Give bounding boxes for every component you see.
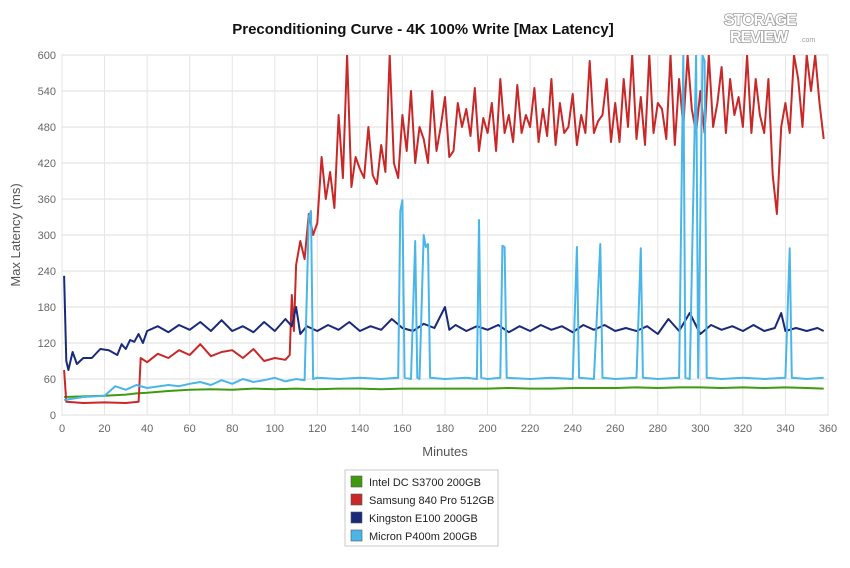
x-tick-label: 120: [308, 423, 326, 435]
y-tick-label: 240: [38, 266, 56, 278]
series-line-samsung-840-pro-512gb: [63, 55, 825, 404]
x-tick-label: 80: [226, 423, 238, 435]
legend-swatch: [350, 475, 363, 488]
y-tick-label: 300: [38, 230, 56, 242]
x-axis-title: Minutes: [422, 444, 468, 459]
x-axis-ticks: 0 20 40 60 80 100 120 140 160 180 200 220 240 260 280 3…: [59, 423, 837, 435]
x-tick-label: 200: [478, 423, 496, 435]
y-axis-title: Max Latency (ms): [8, 183, 23, 286]
x-tick-label: 300: [691, 423, 709, 435]
y-tick-label: 60: [44, 374, 56, 386]
series-line-micron-p400m-200gb: [63, 55, 824, 401]
x-tick-label: 220: [521, 423, 539, 435]
legend-label: Samsung 840 Pro 512GB: [369, 495, 494, 507]
x-tick-label: 160: [393, 423, 411, 435]
x-tick-label: 140: [351, 423, 369, 435]
x-tick-label: 240: [563, 423, 581, 435]
y-tick-label: 600: [38, 50, 56, 62]
y-tick-label: 360: [38, 194, 56, 206]
x-tick-label: 340: [776, 423, 794, 435]
logo-suffix: .com: [800, 37, 815, 44]
y-tick-label: 180: [38, 302, 56, 314]
logo-line-1: STORAGE: [724, 12, 797, 29]
x-tick-label: 180: [436, 423, 454, 435]
x-tick-label: 40: [141, 423, 153, 435]
y-tick-label: 480: [38, 122, 56, 134]
x-tick-label: 360: [819, 423, 837, 435]
legend-label: Kingston E100 200GB: [369, 513, 478, 525]
legend-swatch: [350, 529, 363, 542]
y-tick-label: 120: [38, 338, 56, 350]
legend-label: Intel DC S3700 200GB: [369, 477, 481, 489]
y-tick-label: 540: [38, 86, 56, 98]
legend-swatch: [350, 511, 363, 524]
x-tick-label: 100: [266, 423, 284, 435]
series-line-kingston-e100-200gb: [63, 275, 825, 371]
y-tick-label: 0: [50, 410, 56, 422]
logo-line-2: REVIEW: [730, 29, 789, 46]
chart-title: Preconditioning Curve - 4K 100% Write [M…: [232, 21, 613, 38]
x-tick-label: 60: [184, 423, 196, 435]
y-tick-label: 420: [38, 158, 56, 170]
y-axis-ticks: 0 60 120 180 240 300 360 420 480 540 600: [38, 50, 56, 422]
x-tick-label: 20: [98, 423, 110, 435]
x-tick-label: 260: [606, 423, 624, 435]
x-tick-label: 320: [734, 423, 752, 435]
legend-box: [344, 469, 499, 547]
site-logo: STORAGE REVIEW .com: [723, 11, 815, 47]
x-tick-label: 280: [649, 423, 667, 435]
legend: Intel DC S3700 200GB Samsung 840 Pro 512G…: [344, 469, 499, 547]
legend-swatch: [350, 493, 363, 506]
series-line-intel-dc-s3700-200gb: [64, 386, 824, 398]
plot-area: [63, 55, 825, 404]
legend-label: Micron P400m 200GB: [369, 531, 477, 543]
x-tick-label: 0: [59, 423, 65, 435]
